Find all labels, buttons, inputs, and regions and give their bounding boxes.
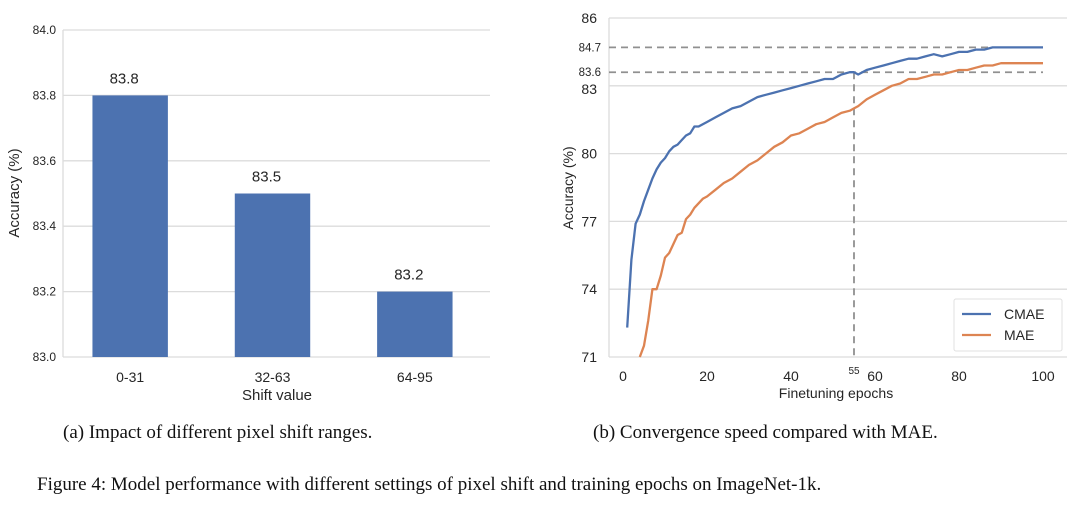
y-tick-label: 83.2 xyxy=(33,285,57,299)
y-tick-label: 83.8 xyxy=(33,88,57,102)
y-tick-label: 84.0 xyxy=(33,23,57,37)
x-tick-label: 32-63 xyxy=(255,369,291,385)
y-tick-label: 83.4 xyxy=(33,219,57,233)
x-tick-label: 0 xyxy=(619,368,627,384)
x-axis-label: Shift value xyxy=(242,387,312,404)
y-tick-label: 83 xyxy=(581,81,597,97)
bar xyxy=(92,95,168,358)
y-tick-label: 74 xyxy=(581,281,597,297)
series-line-cmae xyxy=(626,46,1043,328)
y-axis-label: Accuracy (%) xyxy=(6,148,23,237)
bar-chart-pixel-shift: 83.0 83.2 83.4 83.6 83.8 84.0 83.8 83.5 83.2 0-… xyxy=(6,23,490,404)
reference-hline-label: 83.6 xyxy=(579,67,601,79)
y-tick-label: 71 xyxy=(581,349,597,365)
legend-label: CMAE xyxy=(1004,306,1044,322)
x-tick-label: 80 xyxy=(951,368,967,384)
reference-vline-label: 55 xyxy=(848,366,860,377)
line-chart-convergence: 71 74 77 80 83 86 84.7 83.6 0 20 40 60 80 100 55 Fine… xyxy=(560,10,1067,401)
x-tick-label: 60 xyxy=(867,368,883,384)
x-axis-label: Finetuning epochs xyxy=(779,385,893,401)
y-tick-label: 77 xyxy=(581,213,597,229)
x-tick-label: 0-31 xyxy=(116,369,144,385)
y-tick-label: 86 xyxy=(581,10,597,26)
reference-hline-label: 84.7 xyxy=(579,42,601,54)
bar xyxy=(377,291,453,357)
figure-caption: Figure 4: Model performance with differe… xyxy=(37,474,822,495)
y-tick-label: 83.0 xyxy=(33,350,57,364)
legend-label: MAE xyxy=(1004,327,1034,343)
x-tick-label: 64-95 xyxy=(397,369,433,385)
legend-box xyxy=(953,298,1063,352)
y-tick-label: 80 xyxy=(581,146,597,162)
subcaption-a: (a) Impact of different pixel shift rang… xyxy=(63,422,373,443)
y-axis-label: Accuracy (%) xyxy=(560,146,576,229)
y-tick-label: 83.6 xyxy=(33,154,57,168)
subcaption-b: (b) Convergence speed compared with MAE. xyxy=(593,422,938,443)
bar xyxy=(234,193,311,357)
data-label: 83.8 xyxy=(110,70,139,87)
x-tick-label: 20 xyxy=(699,368,715,384)
data-label: 83.5 xyxy=(252,169,281,186)
x-tick-label: 100 xyxy=(1031,368,1055,384)
legend: CMAE MAE xyxy=(953,298,1063,352)
x-tick-label: 40 xyxy=(783,368,799,384)
series-line-mae xyxy=(638,62,1043,358)
data-label: 83.2 xyxy=(394,267,423,284)
